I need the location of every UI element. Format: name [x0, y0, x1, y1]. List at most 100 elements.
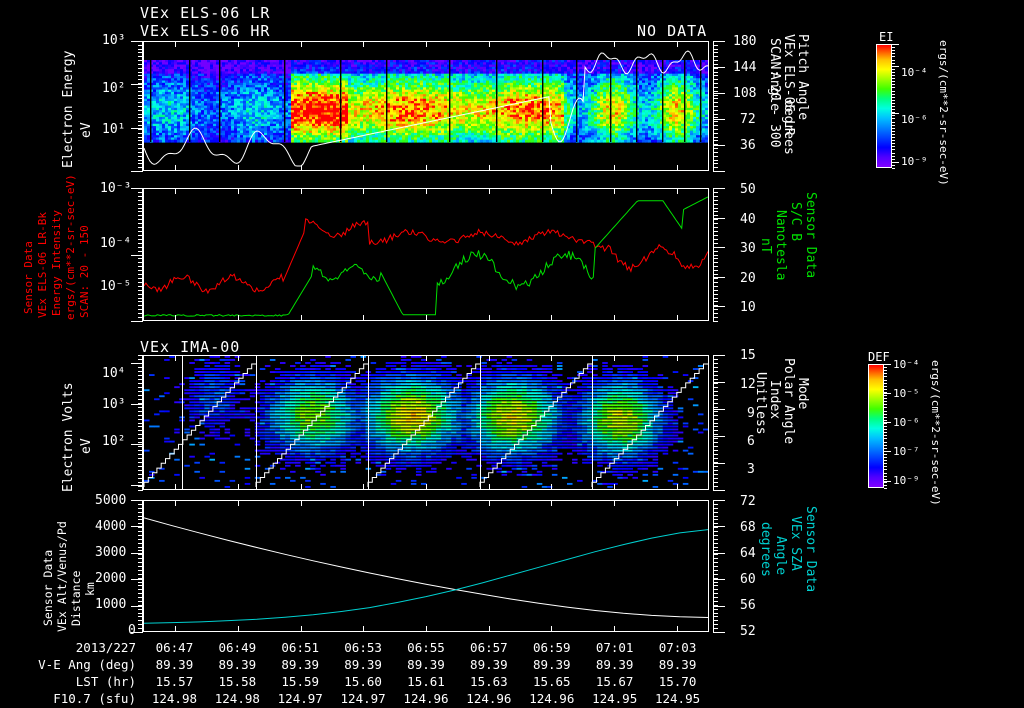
panel1-right-tick-36: 36 — [740, 138, 756, 153]
table-cell: 89.39 — [344, 657, 382, 672]
panel4-right-label-2: VEx SZA — [788, 516, 803, 571]
panel2-right-label-4: nT — [758, 238, 773, 254]
panel3-spectrogram — [144, 356, 708, 489]
table-cell: 06:47 — [155, 640, 194, 655]
x-tick — [300, 165, 302, 170]
panel3-right-tick-15: 15 — [740, 348, 756, 363]
colorbar-def-label-1: 10⁻⁴ — [893, 358, 920, 371]
panel2-right-tick-40: 40 — [740, 212, 756, 227]
x-tick — [614, 501, 615, 506]
colorbar-def-title: DEF — [868, 350, 890, 364]
panel4-right-tick-68: 68 — [740, 520, 756, 535]
x-tick — [676, 165, 678, 170]
panel4-ytick-1000: 1000 — [95, 597, 127, 612]
x-tick — [488, 189, 490, 194]
panel4-ytick-0: 0 — [128, 623, 136, 638]
x-tick — [426, 356, 427, 361]
panel4-left-label-1: Sensor Data — [41, 549, 55, 626]
panel3-right-tick-9: 9 — [747, 406, 755, 421]
table-cell: 124.98 — [151, 691, 198, 706]
panel1-right-tick-72: 72 — [740, 112, 756, 127]
table-cell: 06:51 — [281, 640, 320, 655]
panel2-right-tick-20: 20 — [740, 271, 756, 286]
x-tick — [300, 42, 302, 47]
panel2-right-label-3: Nanotesla — [773, 210, 788, 281]
panel1-title-lr: VEx ELS-06 LR — [140, 4, 271, 22]
table-cell: 89.39 — [218, 657, 257, 672]
table-cell: 15.60 — [344, 674, 382, 689]
x-tick — [300, 356, 302, 361]
x-tick — [614, 484, 615, 489]
panel1-ytick-1: 10¹ — [102, 122, 126, 137]
x-tick — [426, 165, 427, 170]
table-cell: 07:01 — [595, 640, 634, 655]
panel1-plot-area — [143, 41, 709, 171]
table-row-label: F10.7 (sfu) — [53, 691, 136, 706]
table-cell: 06:55 — [407, 640, 445, 655]
panel3-yaxis-units: eV — [79, 438, 94, 454]
x-tick — [426, 315, 427, 320]
x-tick — [551, 626, 553, 631]
panel2-left-label-4: ergs/(cm**2-sr-sec-eV) — [64, 174, 77, 320]
x-tick — [426, 501, 427, 506]
x-tick — [175, 165, 177, 170]
table-cell: 124.96 — [403, 691, 449, 706]
panel4-right-tick-56: 56 — [740, 598, 756, 613]
table-cell: 89.39 — [658, 657, 697, 672]
panel4-right-label-3: Angle — [773, 536, 788, 576]
x-tick — [614, 189, 615, 194]
panel2-left-label-1: Sensor Data — [22, 241, 35, 314]
panel1-ytick-2: 10² — [102, 81, 126, 96]
x-tick — [175, 484, 177, 489]
x-tick — [300, 189, 302, 194]
x-tick — [238, 315, 239, 320]
table-cell: 124.96 — [466, 691, 512, 706]
colorbar-def-label-5: 10⁻⁹ — [893, 474, 920, 487]
panel4-plot-area — [143, 500, 709, 632]
x-tick — [175, 315, 177, 320]
panel1-yaxis-units: eV — [79, 122, 94, 138]
panel4-right-tick-64: 64 — [740, 546, 756, 561]
table-cell: 124.95 — [654, 691, 701, 706]
panel4-right-tick-72: 72 — [740, 494, 756, 509]
x-tick — [676, 484, 678, 489]
panel3-yaxis-label: Electron Volts — [61, 382, 76, 492]
panel2-ytick-e5: 10⁻⁵ — [100, 279, 132, 294]
x-tick — [614, 42, 615, 47]
panel3-ytick-e4: 10⁴ — [102, 366, 126, 381]
panel2-ytick-e4: 10⁻⁴ — [100, 236, 132, 251]
colorbar-ei-label-2: 10⁻⁶ — [901, 113, 928, 126]
colorbar-def-units: ergs/(cm**2-sr-sec-eV) — [929, 360, 942, 506]
colorbar-ei-units: ergs/(cm**2-sr-sec-eV) — [937, 40, 950, 186]
colorbar-ei-ticks — [892, 44, 900, 169]
colorbar-ei-label-3: 10⁻⁹ — [901, 155, 928, 168]
x-tick — [426, 42, 427, 47]
panel1-ytick-3: 10³ — [102, 33, 126, 48]
x-tick — [488, 315, 490, 320]
bottom-data-table: 2013/227 V-E Ang (deg) LST (hr) F10.7 (sfu)… — [0, 636, 1024, 708]
table-cell: 15.70 — [658, 674, 697, 689]
x-tick — [300, 626, 302, 631]
x-tick — [614, 165, 615, 170]
panel4-ytick-4000: 4000 — [95, 519, 127, 534]
table-cell: 89.39 — [407, 657, 445, 672]
panel3-right-tick-12: 12 — [740, 377, 756, 392]
x-tick — [238, 484, 239, 489]
x-tick — [676, 501, 678, 506]
x-tick — [363, 189, 365, 194]
x-tick — [238, 626, 239, 631]
panel3-plot-area — [143, 355, 709, 490]
panel2-right-tick-50: 50 — [740, 182, 756, 197]
x-tick — [363, 315, 365, 320]
panel4-lines — [144, 517, 708, 624]
panel1-right-label-1: Pitch Angle — [795, 34, 810, 121]
panel4-right-tick-52: 52 — [740, 624, 756, 639]
colorbar-def-gradient — [868, 364, 884, 488]
x-tick — [363, 165, 365, 170]
table-cell: 89.39 — [281, 657, 320, 672]
x-tick — [238, 189, 239, 194]
table-cell: 06:59 — [532, 640, 571, 655]
table-cell: 15.58 — [218, 674, 257, 689]
x-tick — [363, 484, 365, 489]
x-tick — [238, 501, 239, 506]
